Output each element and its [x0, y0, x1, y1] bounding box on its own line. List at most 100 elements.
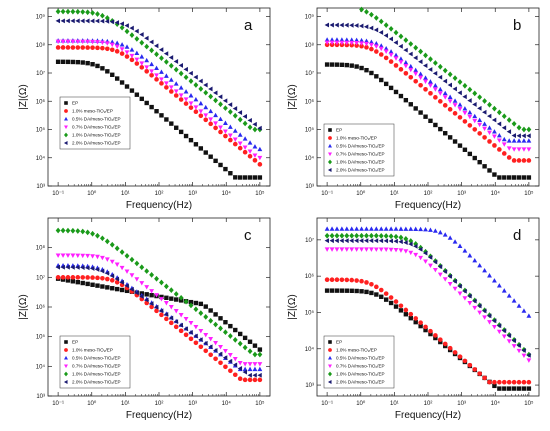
data-point: [437, 63, 443, 70]
data-point: [154, 73, 159, 78]
x-tick-label: 10²: [155, 401, 164, 407]
data-point: [526, 386, 532, 391]
data-point: [164, 316, 169, 322]
data-point: [173, 93, 179, 98]
data-point: [378, 46, 384, 52]
legend-label: 1.0% meso-TiO₂/EP: [336, 348, 377, 353]
data-point: [428, 263, 433, 268]
legend: EP 1.0% meso-TiO₂/EP 0.5% DA/meso-TiO₂/EP 0…: [59, 96, 131, 150]
data-point: [188, 330, 193, 335]
data-point: [60, 275, 66, 280]
data-point: [257, 372, 262, 378]
data-point: [242, 366, 248, 372]
data-point: [242, 136, 248, 141]
data-point: [85, 60, 90, 66]
data-point: [506, 146, 512, 151]
data-point: [168, 305, 174, 310]
data-point: [482, 135, 487, 140]
data-point: [80, 18, 85, 24]
data-point: [373, 232, 379, 239]
data-point: [511, 386, 517, 391]
data-point: [432, 267, 438, 273]
data-point: [433, 122, 438, 128]
data-point: [164, 117, 169, 122]
data-point: [413, 252, 419, 258]
data-point: [364, 280, 369, 285]
data-point: [252, 351, 258, 358]
data-point: [223, 329, 228, 336]
data-point: [364, 289, 369, 295]
data-point: [521, 386, 527, 391]
data-point: [516, 175, 522, 180]
data-point: [354, 278, 359, 283]
data-point: [144, 43, 150, 50]
series-0: [324, 62, 532, 180]
data-point: [447, 94, 453, 99]
data-point: [178, 70, 184, 77]
y-axis-title: |Z|(Ω): [287, 294, 298, 319]
data-point: [368, 238, 374, 244]
data-point: [378, 226, 384, 231]
data-point: [60, 39, 66, 45]
data-point: [452, 86, 457, 92]
data-point: [188, 137, 194, 143]
data-point: [247, 362, 253, 367]
data-point: [114, 262, 120, 267]
data-point: [173, 59, 179, 64]
data-point: [492, 379, 497, 385]
data-point: [90, 18, 95, 24]
data-point: [506, 339, 512, 344]
data-point: [114, 40, 120, 45]
data-point: [413, 226, 419, 231]
data-point: [80, 280, 85, 286]
legend-marker: [328, 340, 332, 344]
data-point: [70, 227, 76, 234]
data-point: [359, 6, 364, 13]
data-point: [364, 41, 369, 47]
data-point: [388, 295, 394, 300]
data-point: [159, 81, 164, 86]
data-point: [105, 69, 110, 74]
data-point: [378, 52, 384, 57]
legend-marker: [64, 101, 68, 105]
legend-label: 1.0% meso-TiO₂/EP: [72, 348, 113, 353]
data-point: [388, 233, 394, 240]
data-point: [472, 258, 478, 263]
data-point: [374, 292, 379, 297]
y-tick-label: 10³: [305, 383, 314, 389]
data-point: [109, 259, 115, 265]
data-point: [501, 151, 507, 156]
y-tick-label: 10⁷: [36, 70, 45, 77]
chart-panel-d: 10⁻¹ 10⁰ 10¹ 10² 10³ 10⁴ 10⁵ 10³ 10⁴ 10⁵ 10⁶ 10⁷ Fre…: [287, 217, 540, 421]
data-point: [60, 18, 65, 24]
data-point: [247, 117, 252, 123]
data-point: [100, 284, 105, 289]
data-point: [491, 318, 497, 324]
data-point: [168, 320, 174, 326]
data-point: [496, 323, 502, 329]
data-point: [223, 133, 228, 139]
data-point: [144, 292, 149, 297]
data-point: [223, 120, 228, 125]
y-tick-label: 10⁹: [305, 14, 315, 21]
data-point: [110, 286, 115, 291]
series-1: [324, 277, 532, 385]
x-tick-label: 10³: [457, 191, 466, 197]
data-point: [349, 37, 355, 42]
data-point: [344, 62, 350, 68]
data-point: [423, 63, 428, 69]
data-point: [129, 47, 135, 52]
legend-label: 2.0% DA/meso-TiO₂/EP: [336, 380, 385, 385]
data-point: [198, 337, 203, 343]
data-point: [457, 115, 463, 120]
data-point: [159, 55, 164, 61]
data-point: [60, 59, 66, 65]
data-point: [144, 297, 149, 303]
data-point: [247, 140, 253, 145]
data-point: [447, 99, 453, 104]
data-point: [55, 275, 61, 280]
data-point: [423, 250, 428, 256]
data-point: [442, 67, 448, 74]
data-point: [149, 292, 154, 298]
data-point: [437, 86, 443, 92]
